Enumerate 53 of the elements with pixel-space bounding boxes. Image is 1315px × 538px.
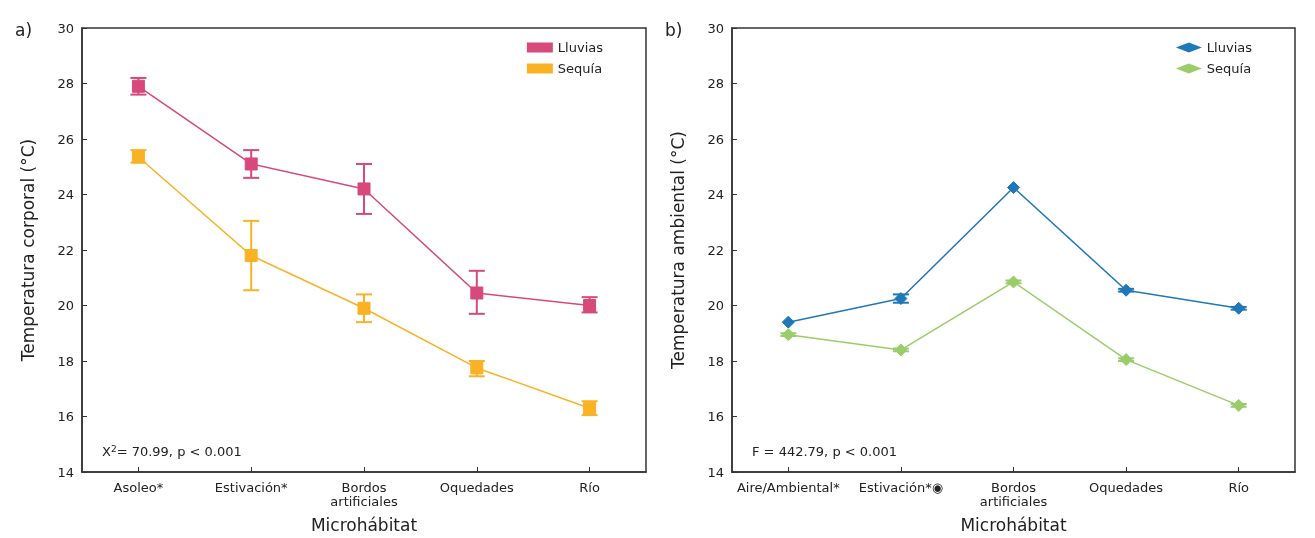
y-tick-label: 18 bbox=[707, 353, 724, 369]
x-axis-title: Microhábitat bbox=[960, 514, 1067, 535]
x-tick-label: Aire/Ambiental* bbox=[736, 479, 841, 495]
point bbox=[357, 301, 371, 315]
x-tick-label: Oquedades bbox=[439, 479, 515, 495]
legend-label: Sequía bbox=[557, 61, 603, 76]
y-tick-label: 14 bbox=[707, 464, 724, 480]
y-axis-title: Temperatura ambiental (°C) bbox=[667, 131, 688, 370]
x-tick-label: Río bbox=[579, 479, 600, 495]
y-tick-label: 30 bbox=[57, 20, 74, 36]
annotation: F = 442.79, p < 0.001 bbox=[752, 444, 898, 459]
point bbox=[244, 157, 258, 171]
point bbox=[1232, 301, 1246, 315]
y-axis-title: Temperatura corporal (°C) bbox=[17, 138, 38, 363]
point bbox=[781, 315, 795, 329]
y-tick-label: 24 bbox=[57, 187, 74, 202]
chart-title: b) bbox=[665, 19, 683, 40]
x-tick-label: Estivación*◉ bbox=[858, 479, 943, 495]
y-tick-label: 24 bbox=[707, 187, 724, 202]
x-tick-label: Bordos artificiales bbox=[979, 479, 1048, 509]
legend-label: Sequía bbox=[1206, 61, 1252, 76]
y-tick-label: 20 bbox=[57, 298, 74, 313]
legend-label: Lluvias bbox=[1206, 40, 1253, 55]
x-tick-label: Asoleo* bbox=[113, 479, 164, 495]
y-tick-label: 28 bbox=[707, 76, 724, 91]
point bbox=[1007, 275, 1020, 289]
point bbox=[470, 286, 484, 300]
y-tick-label: 18 bbox=[57, 353, 74, 369]
chart-title: a) bbox=[15, 19, 33, 40]
point bbox=[244, 249, 258, 263]
point bbox=[1232, 398, 1246, 412]
point bbox=[1119, 283, 1133, 297]
point bbox=[1007, 181, 1020, 195]
x-tick-label: Oquedades bbox=[1089, 479, 1164, 495]
y-tick-label: 14 bbox=[57, 464, 74, 480]
y-tick-label: 16 bbox=[707, 409, 724, 424]
y-tick-label: 26 bbox=[707, 131, 724, 147]
x-axis-title: Microhábitat bbox=[310, 514, 418, 535]
y-tick-label: 22 bbox=[57, 242, 74, 258]
point bbox=[357, 182, 371, 196]
point bbox=[781, 328, 795, 342]
legend-label: Lluvias bbox=[557, 40, 604, 55]
y-tick-label: 16 bbox=[57, 409, 74, 424]
x-tick-label: Estivación* bbox=[214, 479, 289, 495]
point bbox=[894, 343, 908, 357]
x-tick-label: Bordos artificiales bbox=[330, 479, 398, 509]
x-tick-label: Río bbox=[1228, 479, 1250, 495]
y-tick-label: 30 bbox=[707, 20, 724, 36]
y-tick-label: 20 bbox=[707, 298, 724, 313]
y-tick-label: 28 bbox=[57, 76, 74, 91]
point bbox=[1119, 353, 1133, 367]
y-tick-label: 22 bbox=[707, 242, 724, 258]
y-tick-label: 26 bbox=[57, 131, 74, 147]
